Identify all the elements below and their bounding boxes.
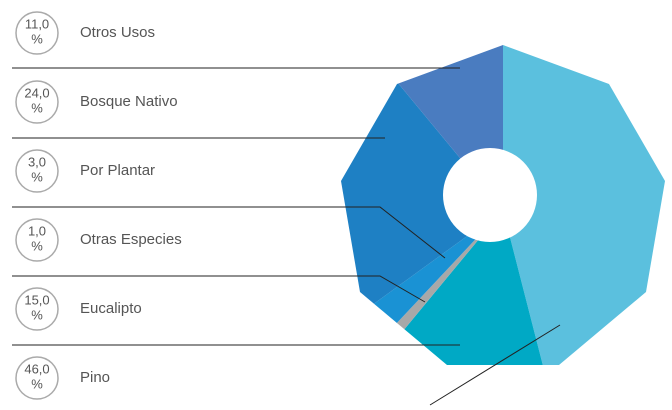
legend-badge <box>15 149 59 193</box>
legend-value: 3,0% <box>28 155 46 185</box>
leader-line <box>12 275 426 303</box>
legend-label: Por Plantar <box>80 162 155 179</box>
legend-label: Bosque Nativo <box>80 93 178 110</box>
legend-label: Otras Especies <box>80 231 182 248</box>
legend-value: 15,0% <box>24 293 49 323</box>
legend: 46,0% Pino 15,0% Eucalipto 1,0% Otras Especie… <box>12 11 561 406</box>
leader-line <box>429 324 561 406</box>
legend-badge <box>15 11 59 55</box>
legend-value: 24,0% <box>24 86 49 116</box>
donut-hole <box>443 148 537 242</box>
legend-label: Eucalipto <box>80 300 142 317</box>
leader-line <box>12 206 446 259</box>
legend-badge <box>15 287 59 331</box>
legend-value: 11,0% <box>25 17 49 47</box>
legend-badge <box>15 218 59 262</box>
slice <box>362 210 558 365</box>
legend-label: Pino <box>80 369 110 386</box>
slice <box>341 45 503 340</box>
legend-value: 46,0% <box>24 362 49 392</box>
legend-badge <box>15 80 59 124</box>
legend-badge <box>15 356 59 400</box>
slice <box>503 45 665 365</box>
legend-label: Otros Usos <box>80 24 155 41</box>
legend-value: 1,0% <box>28 224 46 254</box>
